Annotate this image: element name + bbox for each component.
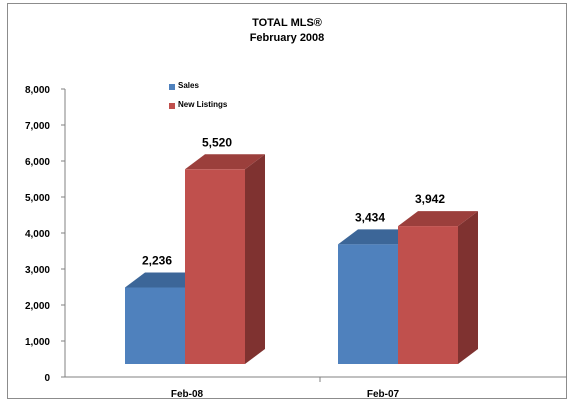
bar: [398, 226, 458, 364]
legend-label-new-listings: New Listings: [178, 100, 228, 109]
x-tick-label: Feb-08: [171, 389, 204, 400]
bar: [125, 287, 185, 364]
y-tick-label: 5,000: [25, 193, 50, 204]
bar-side: [458, 211, 478, 364]
legend-swatch-sales: [169, 84, 175, 90]
bar: [185, 169, 245, 364]
legend-swatch-new-listings: [169, 103, 175, 109]
bar-top: [398, 211, 478, 227]
bar: [338, 244, 398, 364]
chart-title: TOTAL MLS®: [252, 17, 322, 29]
y-tick-label: 7,000: [25, 121, 50, 132]
chart-subtitle: February 2008: [249, 32, 325, 44]
y-tick-label: 8,000: [25, 85, 50, 96]
data-label: 2,236: [142, 254, 172, 268]
y-tick-label: 0: [44, 373, 50, 384]
bar-top: [185, 154, 265, 170]
data-label: 3,942: [415, 192, 445, 206]
y-tick-label: 3,000: [25, 265, 50, 276]
y-tick-label: 6,000: [25, 157, 50, 168]
y-tick-label: 2,000: [25, 301, 50, 312]
y-tick-label: 4,000: [25, 229, 50, 240]
data-label: 5,520: [202, 135, 232, 149]
bar-side: [245, 154, 265, 364]
data-label: 3,434: [355, 210, 385, 224]
y-tick-label: 1,000: [25, 337, 50, 348]
legend-label-sales: Sales: [178, 81, 199, 90]
x-tick-label: Feb-07: [367, 389, 400, 400]
